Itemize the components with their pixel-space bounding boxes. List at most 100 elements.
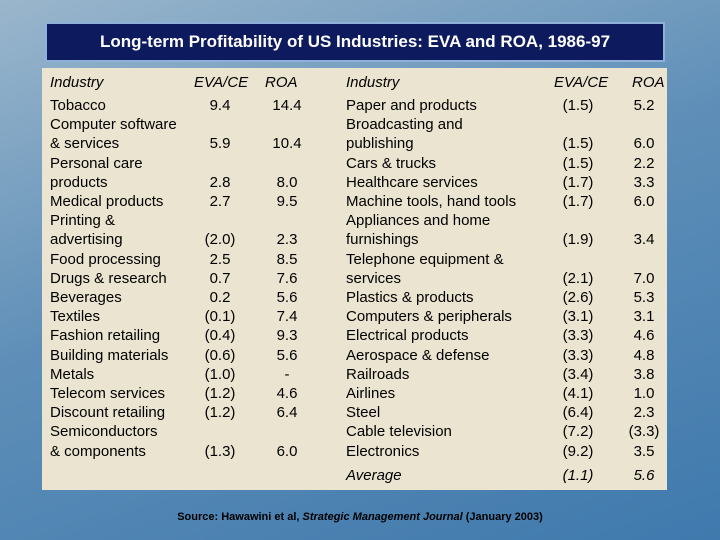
industry-name: Telephone equipment &	[346, 250, 504, 268]
eva-value: (2.0)	[204, 231, 236, 249]
industry-name: Semiconductors	[50, 423, 158, 441]
industry-name: Beverages	[50, 289, 122, 306]
industry-name: Aerospace & defense	[346, 346, 490, 364]
industry-name: Computer software	[50, 116, 177, 134]
eva-value: (1.7)	[562, 193, 594, 210]
eva-value: (1.3)	[204, 442, 236, 460]
eva-value: 9.4	[209, 97, 231, 114]
eva-value: (1.5)	[562, 154, 594, 172]
industry-name: Electrical products	[346, 327, 469, 345]
roa-value: -	[284, 365, 290, 383]
roa-value: 8.0	[276, 173, 298, 191]
roa-value: 6.0	[633, 193, 655, 210]
industry-name: & services	[50, 135, 120, 153]
industry-name: products	[50, 173, 108, 191]
industry-name: Appliances and home	[346, 212, 491, 230]
eva-value: (1.2)	[204, 385, 236, 402]
roa-value: 8.5	[276, 250, 298, 268]
industry-name: Plastics & products	[346, 289, 474, 306]
header-eva: EVA/CE	[194, 74, 249, 91]
roa-value: 9.5	[276, 193, 298, 210]
eva-value: (3.3)	[562, 327, 594, 345]
eva-value: (1.5)	[562, 135, 594, 153]
roa-value: 5.3	[633, 289, 655, 306]
eva-value: (1.0)	[204, 365, 236, 383]
eva-value: (3.4)	[562, 365, 594, 383]
eva-value: 2.5	[209, 250, 231, 268]
average-eva: (1.1)	[562, 466, 594, 484]
source-prefix: Source: Hawawini et al,	[177, 511, 303, 523]
roa-value: 3.1	[633, 308, 655, 326]
eva-value: (2.6)	[562, 289, 594, 306]
eva-value: 0.7	[209, 269, 231, 287]
roa-value: 6.0	[276, 442, 298, 460]
roa-value: 5.6	[276, 346, 298, 364]
industry-name: Electronics	[346, 442, 420, 460]
roa-value: 1.0	[633, 385, 655, 402]
source-journal: Strategic Management Journal	[302, 511, 463, 523]
industry-name: Fashion retailing	[50, 327, 161, 345]
industry-name: Steel	[346, 404, 381, 422]
eva-value: (0.4)	[204, 327, 236, 345]
roa-value: 7.0	[633, 269, 655, 287]
eva-value: 5.9	[209, 135, 231, 153]
industry-name: furnishings	[346, 231, 419, 249]
industry-name: Drugs & research	[50, 269, 167, 287]
roa-value: 7.6	[276, 269, 298, 287]
eva-value: 0.2	[209, 289, 231, 306]
roa-value: 2.2	[633, 154, 655, 172]
roa-value: 5.2	[633, 97, 655, 114]
eva-value: (4.1)	[562, 385, 594, 402]
roa-value: 5.6	[276, 289, 298, 306]
roa-value: 2.3	[276, 231, 298, 249]
industry-name: Food processing	[50, 250, 161, 268]
industry-name: services	[346, 269, 402, 287]
industry-name: Computers & peripherals	[346, 308, 512, 326]
eva-value: 2.8	[209, 173, 231, 191]
roa-value: 9.3	[276, 327, 298, 345]
industry-name: Machine tools, hand tools	[346, 193, 517, 210]
average-roa: 5.6	[633, 466, 655, 484]
eva-value: (0.6)	[204, 346, 236, 364]
eva-value: (9.2)	[562, 442, 594, 460]
industry-name: Medical products	[50, 193, 164, 210]
roa-value: 10.4	[272, 135, 302, 153]
eva-value: (1.2)	[204, 404, 236, 422]
eva-value: (7.2)	[562, 423, 594, 441]
industry-name: Railroads	[346, 365, 410, 383]
average-label: Average	[346, 466, 402, 484]
slide-title: Long-term Profitability of US Industries…	[45, 22, 665, 62]
source: Source: Hawawini et al, Strategic Manage…	[0, 511, 720, 523]
header-roa: ROA	[632, 74, 665, 91]
roa-value: 3.3	[633, 173, 655, 191]
industry-name: Textiles	[50, 308, 101, 326]
eva-value: (3.1)	[562, 308, 594, 326]
roa-value: 14.4	[272, 97, 302, 114]
roa-value: 4.8	[633, 346, 655, 364]
industry-name: Paper and products	[346, 97, 477, 114]
header-eva: EVA/CE	[554, 74, 609, 91]
eva-value: (2.1)	[562, 269, 594, 287]
industry-name: Cable television	[346, 423, 452, 441]
header-industry: Industry	[50, 74, 104, 91]
eva-value: (0.1)	[204, 308, 236, 326]
industry-name: Telecom services	[50, 385, 166, 402]
table-panel	[42, 68, 667, 490]
eva-value: (1.5)	[562, 97, 594, 114]
industry-name: Tobacco	[50, 97, 106, 114]
roa-value: 6.0	[633, 135, 655, 153]
industry-name: advertising	[50, 231, 123, 249]
industry-name: Broadcasting and	[346, 116, 463, 134]
industry-name: & components	[50, 442, 146, 460]
industry-name: Building materials	[50, 346, 169, 364]
industry-name: Printing &	[50, 212, 116, 230]
industry-name: Airlines	[346, 385, 396, 402]
industry-name: Cars & trucks	[346, 154, 437, 172]
industry-name: publishing	[346, 135, 414, 153]
roa-value: 3.4	[633, 231, 655, 249]
eva-value: (1.7)	[562, 173, 594, 191]
eva-value: (6.4)	[562, 404, 594, 422]
roa-value: 4.6	[276, 385, 298, 402]
eva-value: 2.7	[209, 193, 231, 210]
